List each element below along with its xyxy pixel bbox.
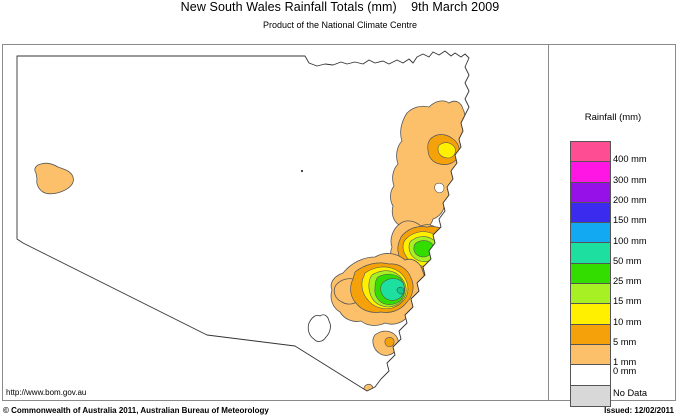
page-title: New South Wales Rainfall Totals (mm) 9th… [180, 0, 500, 14]
legend-label-band-25: 25 mm [613, 276, 642, 287]
legend-swatch-band-25[interactable] [571, 263, 610, 285]
legend-swatch-band-1[interactable] [571, 344, 610, 366]
legend-label-band-400: 400 mm [613, 154, 647, 165]
legend-label-band-nodata: No Data [613, 387, 648, 398]
legend-label-band-50: 50 mm [613, 255, 642, 266]
rainfall-map[interactable] [3, 45, 547, 400]
legend-swatch-band-200[interactable] [571, 182, 610, 203]
page-subtitle: Product of the National Climate Centre [262, 20, 418, 30]
act-border [307, 314, 331, 342]
legend-label-band-15: 15 mm [613, 296, 642, 307]
legend-swatch-band-100[interactable] [571, 223, 610, 244]
inland-marker-dot [300, 169, 304, 173]
legend-swatch-band-300[interactable] [571, 162, 610, 183]
legend-swatch-band-nodata[interactable] [571, 385, 610, 406]
contour-far-west [34, 162, 74, 195]
contour-jervis-bay [372, 330, 399, 356]
contour-far-south-coast [363, 383, 374, 391]
legend-label-band-1: 1 mm [613, 357, 637, 368]
legend-label-band-100: 100 mm [613, 235, 647, 246]
legend-swatch-band-15[interactable] [571, 284, 610, 305]
legend-swatch-band-5[interactable] [571, 324, 610, 345]
footer-copyright: © Commonwealth of Australia 2011, Austra… [3, 406, 269, 415]
footer-issued-date: Issued: 12/02/2011 [604, 406, 674, 415]
nsw-state-outline [16, 50, 470, 392]
legend-panel: Rainfall (mm) 400 mm 300 mm 200 mm 150 mm 10… [549, 44, 677, 407]
legend-label-band-0: 0 mm [613, 366, 637, 377]
map-legend-divider [548, 44, 549, 401]
legend-label-band-150: 150 mm [613, 215, 647, 226]
legend-swatch-band-0[interactable] [571, 365, 610, 386]
legend-title: Rainfall (mm) [584, 112, 642, 123]
legend-label-band-300: 300 mm [613, 174, 647, 185]
legend-label-band-5: 5 mm [613, 337, 637, 347]
legend-colorbar[interactable] [570, 141, 611, 407]
map-svg [16, 50, 470, 392]
legend-swatch-band-150[interactable] [571, 202, 610, 224]
contour-north-cluster [390, 100, 466, 278]
footer-url[interactable]: http://www.bom.gov.au [6, 388, 87, 397]
legend-label-band-10: 10 mm [613, 316, 642, 327]
legend-label-band-200: 200 mm [613, 194, 647, 205]
legend-swatch-band-400[interactable] [571, 142, 610, 163]
legend-swatch-band-10[interactable] [571, 304, 610, 325]
legend-swatch-band-50[interactable] [571, 243, 610, 264]
